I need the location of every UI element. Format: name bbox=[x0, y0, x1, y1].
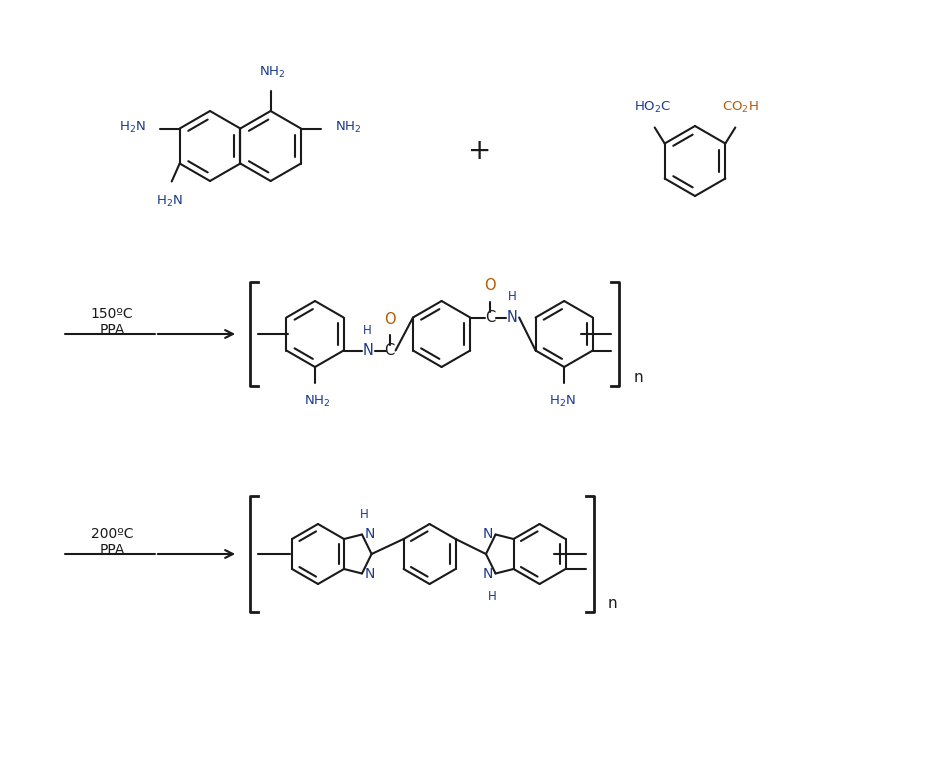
Text: H: H bbox=[488, 590, 496, 603]
Text: PPA: PPA bbox=[99, 543, 124, 557]
Text: PPA: PPA bbox=[99, 323, 124, 337]
Text: NH$_2$: NH$_2$ bbox=[334, 120, 361, 135]
Text: N: N bbox=[365, 568, 375, 581]
Text: NH$_2$: NH$_2$ bbox=[303, 394, 329, 409]
Text: H: H bbox=[507, 290, 516, 303]
Text: H$_2$N: H$_2$N bbox=[156, 193, 183, 209]
Text: N: N bbox=[506, 310, 517, 325]
Text: CO$_2$H: CO$_2$H bbox=[722, 100, 758, 115]
Text: N: N bbox=[482, 568, 492, 581]
Text: H: H bbox=[359, 509, 368, 522]
Text: 150ºC: 150ºC bbox=[91, 307, 133, 321]
Text: n: n bbox=[607, 597, 617, 611]
Text: H$_2$N: H$_2$N bbox=[548, 394, 575, 409]
Text: NH$_2$: NH$_2$ bbox=[259, 65, 285, 80]
Text: H$_2$N: H$_2$N bbox=[119, 120, 145, 135]
Text: N: N bbox=[365, 526, 375, 540]
Text: O: O bbox=[384, 312, 395, 326]
Text: O: O bbox=[484, 279, 495, 293]
Text: H: H bbox=[363, 323, 372, 336]
Text: N: N bbox=[482, 526, 492, 540]
Text: N: N bbox=[361, 343, 373, 358]
Text: n: n bbox=[633, 371, 642, 386]
Text: C: C bbox=[485, 310, 495, 325]
Text: +: + bbox=[468, 137, 491, 165]
Text: 200ºC: 200ºC bbox=[91, 527, 133, 541]
Text: C: C bbox=[384, 343, 394, 358]
Text: HO$_2$C: HO$_2$C bbox=[634, 100, 670, 115]
